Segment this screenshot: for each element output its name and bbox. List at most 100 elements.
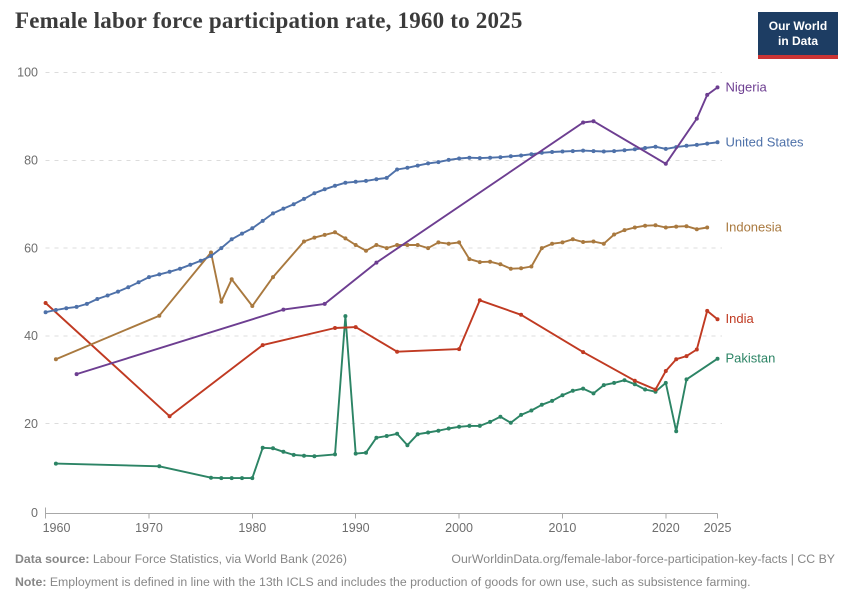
data-point-united-states-1971[interactable] [157,272,162,277]
data-point-united-states-1991[interactable] [364,178,368,183]
data-point-united-states-1990[interactable] [353,179,358,184]
data-point-pakistan-2013[interactable] [591,391,596,396]
data-point-pakistan-2010[interactable] [560,393,565,398]
data-point-united-states-1963[interactable] [74,304,79,309]
data-point-indonesia-2002[interactable] [477,260,482,265]
data-point-pakistan-2015[interactable] [612,380,617,385]
data-point-india-1981[interactable] [260,343,265,348]
data-point-united-states-1989[interactable] [343,180,348,185]
data-point-indonesia-1987[interactable] [322,232,327,237]
data-point-indonesia-2000[interactable] [457,240,462,245]
data-point-nigeria-1983[interactable] [281,307,286,312]
data-point-united-states-2011[interactable] [570,149,575,154]
footer-link[interactable]: OurWorldinData.org/female-labor-force-pa… [451,552,835,567]
data-point-indonesia-1989[interactable] [343,236,348,241]
data-point-united-states-1968[interactable] [126,285,131,290]
data-point-pakistan-2014[interactable] [601,383,606,388]
data-point-indonesia-2009[interactable] [550,241,555,246]
data-point-india-2021[interactable] [674,357,679,362]
data-point-united-states-1980[interactable] [250,226,255,231]
data-point-pakistan-1992[interactable] [374,435,379,440]
data-point-pakistan-1980[interactable] [250,476,255,481]
data-point-india-2019[interactable] [653,387,658,392]
data-point-united-states-1996[interactable] [415,163,420,168]
data-point-united-states-2013[interactable] [591,149,596,154]
data-point-india-2022[interactable] [684,354,689,359]
data-point-indonesia-2022[interactable] [684,224,689,229]
data-point-indonesia-1990[interactable] [353,243,358,247]
series-line-united-states[interactable] [44,141,719,314]
data-point-united-states-1962[interactable] [64,306,69,311]
data-point-pakistan-1981[interactable] [260,445,265,450]
data-point-united-states-2009[interactable] [550,150,555,154]
data-point-india-2020[interactable] [663,369,668,373]
data-point-united-states-1970[interactable] [147,275,151,280]
data-point-pakistan-2000[interactable] [457,424,462,429]
series-united-states[interactable] [43,140,720,315]
data-point-pakistan-2009[interactable] [550,398,555,403]
data-point-pakistan-2004[interactable] [498,414,503,419]
data-point-indonesia-2003[interactable] [488,259,493,264]
data-point-india-1960[interactable] [43,301,48,305]
data-point-indonesia-2014[interactable] [601,241,606,246]
data-point-united-states-1960[interactable] [43,310,48,315]
data-point-india-2017[interactable] [632,378,637,383]
data-point-indonesia-1995[interactable] [405,243,410,247]
data-point-pakistan-2025[interactable] [715,356,720,361]
data-point-india-2023[interactable] [694,347,699,352]
data-point-united-states-2007[interactable] [529,152,534,157]
data-point-india-2006[interactable] [519,312,524,317]
data-point-pakistan-1993[interactable] [384,434,389,438]
data-point-pakistan-1997[interactable] [426,430,431,435]
data-point-pakistan-1984[interactable] [291,452,296,457]
data-point-pakistan-1971[interactable] [157,464,162,469]
data-point-pakistan-1982[interactable] [271,446,275,451]
data-point-united-states-1966[interactable] [105,293,110,298]
data-point-united-states-2023[interactable] [694,142,699,147]
data-point-united-states-2004[interactable] [498,155,503,160]
data-point-indonesia-1994[interactable] [395,243,400,247]
data-point-indonesia-1999[interactable] [446,241,451,246]
data-point-indonesia-1976[interactable] [209,250,213,255]
data-point-india-2000[interactable] [457,347,462,352]
data-point-india-2012[interactable] [581,350,586,355]
data-point-united-states-1982[interactable] [271,211,275,216]
data-point-united-states-2012[interactable] [581,148,586,153]
data-point-indonesia-2005[interactable] [508,266,513,271]
data-point-nigeria-1987[interactable] [322,301,327,306]
data-point-indonesia-2019[interactable] [653,223,658,228]
data-point-indonesia-2020[interactable] [663,225,668,230]
data-point-united-states-1984[interactable] [291,202,296,207]
data-point-united-states-1986[interactable] [312,191,317,196]
data-point-indonesia-1992[interactable] [374,243,379,247]
data-point-pakistan-2002[interactable] [477,423,482,428]
data-point-united-states-1985[interactable] [302,196,306,201]
data-point-pakistan-1989[interactable] [343,314,348,319]
data-point-indonesia-2007[interactable] [529,264,534,269]
data-point-pakistan-1999[interactable] [446,426,451,431]
data-point-pakistan-1983[interactable] [281,449,286,454]
data-point-pakistan-2021[interactable] [674,429,679,434]
data-point-united-states-1976[interactable] [209,254,213,258]
data-point-united-states-1978[interactable] [229,237,234,242]
series-indonesia[interactable] [53,223,710,362]
data-point-indonesia-1985[interactable] [302,239,306,244]
data-point-nigeria-1992[interactable] [374,260,379,265]
data-point-indonesia-2023[interactable] [694,227,699,232]
data-point-indonesia-1991[interactable] [364,248,368,253]
data-point-india-1972[interactable] [167,414,172,419]
series-india[interactable] [43,298,720,419]
data-point-indonesia-2001[interactable] [467,257,472,262]
series-pakistan[interactable] [53,314,720,481]
data-point-indonesia-2006[interactable] [519,266,524,271]
data-point-united-states-2003[interactable] [488,155,493,160]
data-point-united-states-1983[interactable] [281,206,286,211]
data-point-pakistan-2016[interactable] [622,378,627,383]
data-point-pakistan-1998[interactable] [436,428,441,433]
data-point-indonesia-2024[interactable] [705,225,710,230]
data-point-united-states-2015[interactable] [612,149,617,154]
data-point-pakistan-2017[interactable] [632,382,637,387]
series-label-indonesia[interactable]: Indonesia [726,219,783,234]
data-point-indonesia-1993[interactable] [384,246,389,251]
data-point-indonesia-1978[interactable] [229,277,234,282]
